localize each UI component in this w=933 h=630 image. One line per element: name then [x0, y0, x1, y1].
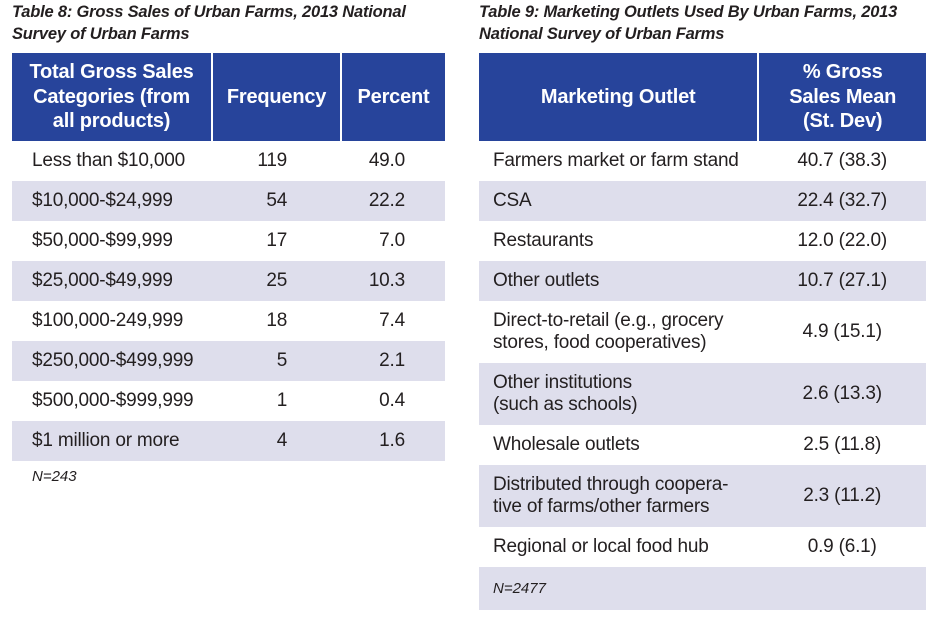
category-cell: $50,000-$99,999 — [32, 230, 173, 251]
mean-stdev-cell: 2.6 (13.3) — [802, 383, 883, 404]
table-row: Distributed through coopera- tive of far… — [479, 465, 926, 527]
category-cell: $250,000-$499,999 — [32, 350, 194, 371]
table9-note-row: N=2477 — [479, 567, 926, 610]
table-row: Regional or local food hub 0.9 (6.1) — [479, 527, 926, 567]
table-row: Direct-to-retail (e.g., grocery stores, … — [479, 301, 926, 363]
frequency-cell: 18 — [266, 310, 288, 331]
table8-col-frequency-header: Frequency — [211, 53, 342, 141]
mean-stdev-cell: 2.3 (11.2) — [803, 485, 882, 506]
table8-col-percent-header: Percent — [340, 53, 445, 141]
table9-col-mean-header: % Gross Sales Mean (St. Dev) — [757, 53, 926, 141]
mean-stdev-cell: 22.4 (32.7) — [797, 190, 888, 211]
table8-sample-size-note: N=243 — [32, 468, 77, 485]
table-row: $1 million or more 4 1.6 — [12, 421, 445, 461]
frequency-cell: 54 — [266, 190, 288, 211]
table-row: Restaurants 12.0 (22.0) — [479, 221, 926, 261]
category-cell: $500,000-$999,999 — [32, 390, 194, 411]
mean-stdev-cell: 0.9 (6.1) — [807, 536, 877, 557]
outlet-cell: Wholesale outlets — [493, 434, 640, 455]
percent-cell: 0.4 — [379, 390, 405, 411]
table-row: $10,000-$24,999 54 22.2 — [12, 181, 445, 221]
percent-cell: 22.2 — [368, 190, 405, 211]
mean-stdev-cell: 4.9 (15.1) — [802, 321, 883, 342]
outlet-cell: Distributed through coopera- tive of far… — [493, 474, 729, 517]
table9-sample-size-note: N=2477 — [479, 567, 926, 610]
frequency-cell: 119 — [257, 150, 288, 171]
table9-col-outlet-header: Marketing Outlet — [479, 53, 759, 141]
outlet-cell: Other outlets — [493, 270, 600, 291]
table-row: $250,000-$499,999 5 2.1 — [12, 341, 445, 381]
percent-cell: 1.6 — [379, 430, 405, 451]
percent-cell: 2.1 — [379, 350, 405, 371]
frequency-cell: 5 — [276, 350, 288, 371]
percent-cell: 7.4 — [379, 310, 405, 331]
frequency-cell: 1 — [276, 390, 288, 411]
table8-section: Table 8: Gross Sales of Urban Farms, 201… — [12, 0, 445, 485]
table-row: Less than $10,000 119 49.0 — [12, 141, 445, 181]
percent-cell: 10.3 — [368, 270, 405, 291]
percent-cell: 7.0 — [379, 230, 405, 251]
outlet-cell: CSA — [493, 190, 532, 211]
table8-header: Total Gross Sales Categories (from all p… — [12, 53, 445, 141]
table-row: Farmers market or farm stand 40.7 (38.3) — [479, 141, 926, 181]
table8-title: Table 8: Gross Sales of Urban Farms, 201… — [12, 3, 406, 43]
table9-title: Table 9: Marketing Outlets Used By Urban… — [479, 3, 898, 43]
outlet-cell: Regional or local food hub — [493, 536, 709, 557]
table-row: Other institutions (such as schools) 2.6… — [479, 363, 926, 425]
table9-section: Table 9: Marketing Outlets Used By Urban… — [479, 0, 926, 610]
table9-body: Farmers market or farm stand 40.7 (38.3)… — [479, 141, 926, 567]
category-cell: $10,000-$24,999 — [32, 190, 173, 211]
category-cell: Less than $10,000 — [32, 150, 185, 171]
frequency-cell: 25 — [266, 270, 288, 291]
table9-header-row: Marketing Outlet % Gross Sales Mean (St.… — [479, 53, 926, 141]
mean-stdev-cell: 2.5 (11.8) — [803, 434, 882, 455]
table8-header-row: Total Gross Sales Categories (from all p… — [12, 53, 445, 141]
table-row: $25,000-$49,999 25 10.3 — [12, 261, 445, 301]
table-row: $100,000-249,999 18 7.4 — [12, 301, 445, 341]
table9-footer: N=2477 — [479, 567, 926, 610]
table-row: $500,000-$999,999 1 0.4 — [12, 381, 445, 421]
category-cell: $100,000-249,999 — [32, 310, 184, 331]
table-row: Other outlets 10.7 (27.1) — [479, 261, 926, 301]
outlet-cell: Restaurants — [493, 230, 594, 251]
outlet-cell: Other institutions (such as schools) — [493, 372, 638, 415]
mean-stdev-cell: 10.7 (27.1) — [797, 270, 888, 291]
table8-col-category-header: Total Gross Sales Categories (from all p… — [12, 53, 213, 141]
category-cell: $1 million or more — [32, 430, 180, 451]
table8-gross-sales: Total Gross Sales Categories (from all p… — [12, 53, 445, 461]
table-row: Wholesale outlets 2.5 (11.8) — [479, 425, 926, 465]
table-row: CSA 22.4 (32.7) — [479, 181, 926, 221]
table-row: $50,000-$99,999 17 7.0 — [12, 221, 445, 261]
percent-cell: 49.0 — [368, 150, 405, 171]
table9-marketing-outlets: Marketing Outlet % Gross Sales Mean (St.… — [479, 53, 926, 610]
outlet-cell: Direct-to-retail (e.g., grocery stores, … — [493, 310, 724, 353]
mean-stdev-cell: 12.0 (22.0) — [797, 230, 888, 251]
frequency-cell: 4 — [276, 430, 288, 451]
frequency-cell: 17 — [266, 230, 288, 251]
table9-header: Marketing Outlet % Gross Sales Mean (St.… — [479, 53, 926, 141]
outlet-cell: Farmers market or farm stand — [493, 150, 739, 171]
category-cell: $25,000-$49,999 — [32, 270, 173, 291]
table8-body: Less than $10,000 119 49.0 $10,000-$24,9… — [12, 141, 445, 461]
mean-stdev-cell: 40.7 (38.3) — [797, 150, 888, 171]
